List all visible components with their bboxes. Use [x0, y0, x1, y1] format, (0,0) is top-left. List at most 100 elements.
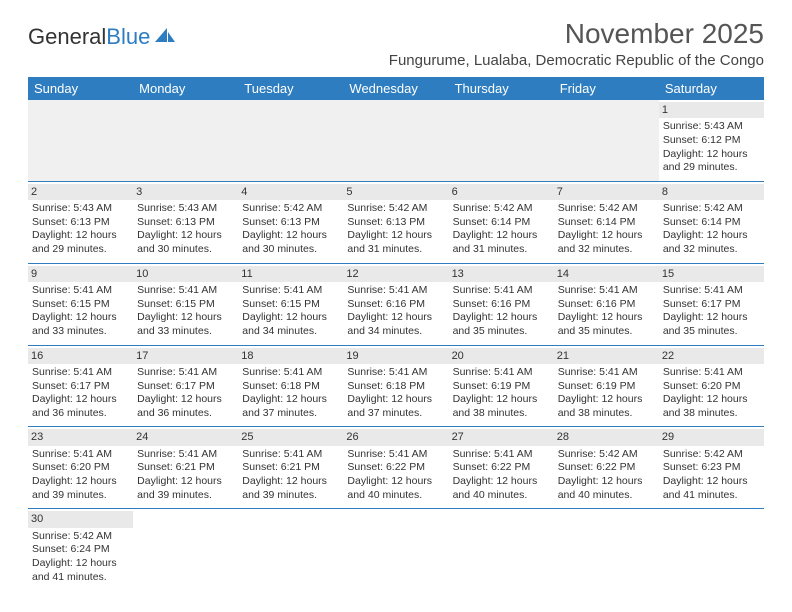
day-detail: Sunset: 6:24 PM	[32, 543, 129, 557]
day-detail: Sunset: 6:13 PM	[137, 216, 234, 230]
day-detail: Sunset: 6:15 PM	[242, 298, 339, 312]
day-detail: Sunset: 6:13 PM	[347, 216, 444, 230]
calendar-cell: 21Sunrise: 5:41 AMSunset: 6:19 PMDayligh…	[554, 345, 659, 427]
day-detail: and 40 minutes.	[558, 489, 655, 503]
day-detail: Sunset: 6:12 PM	[663, 134, 760, 148]
calendar-row: 16Sunrise: 5:41 AMSunset: 6:17 PMDayligh…	[28, 345, 764, 427]
day-number: 18	[238, 348, 343, 364]
day-detail: and 38 minutes.	[663, 407, 760, 421]
calendar-cell: 16Sunrise: 5:41 AMSunset: 6:17 PMDayligh…	[28, 345, 133, 427]
day-detail: Daylight: 12 hours	[663, 311, 760, 325]
day-number: 26	[343, 429, 448, 445]
day-detail: Daylight: 12 hours	[32, 229, 129, 243]
calendar-cell: 22Sunrise: 5:41 AMSunset: 6:20 PMDayligh…	[659, 345, 764, 427]
day-detail: Daylight: 12 hours	[137, 229, 234, 243]
day-detail: Daylight: 12 hours	[558, 475, 655, 489]
day-detail: Sunrise: 5:41 AM	[453, 284, 550, 298]
day-detail: Daylight: 12 hours	[453, 393, 550, 407]
day-detail: Sunset: 6:16 PM	[347, 298, 444, 312]
day-detail: Sunset: 6:20 PM	[663, 380, 760, 394]
day-detail: and 32 minutes.	[663, 243, 760, 257]
day-detail: Daylight: 12 hours	[32, 557, 129, 571]
calendar-cell: 6Sunrise: 5:42 AMSunset: 6:14 PMDaylight…	[449, 181, 554, 263]
day-detail: Sunrise: 5:41 AM	[558, 366, 655, 380]
calendar-cell: 11Sunrise: 5:41 AMSunset: 6:15 PMDayligh…	[238, 263, 343, 345]
calendar-row: 9Sunrise: 5:41 AMSunset: 6:15 PMDaylight…	[28, 263, 764, 345]
day-number: 3	[133, 184, 238, 200]
day-number: 14	[554, 266, 659, 282]
day-detail: Sunrise: 5:43 AM	[137, 202, 234, 216]
day-detail: Daylight: 12 hours	[663, 393, 760, 407]
day-header-row: Sunday Monday Tuesday Wednesday Thursday…	[28, 77, 764, 100]
calendar-cell	[659, 509, 764, 590]
day-detail: Sunrise: 5:41 AM	[242, 284, 339, 298]
day-detail: and 29 minutes.	[32, 243, 129, 257]
day-detail: and 36 minutes.	[137, 407, 234, 421]
calendar-cell: 9Sunrise: 5:41 AMSunset: 6:15 PMDaylight…	[28, 263, 133, 345]
calendar-cell	[449, 509, 554, 590]
calendar-cell: 27Sunrise: 5:41 AMSunset: 6:22 PMDayligh…	[449, 427, 554, 509]
day-detail: Daylight: 12 hours	[663, 475, 760, 489]
day-number: 5	[343, 184, 448, 200]
day-detail: Sunrise: 5:42 AM	[347, 202, 444, 216]
day-detail: Daylight: 12 hours	[663, 148, 760, 162]
day-detail: Sunset: 6:17 PM	[32, 380, 129, 394]
month-title: November 2025	[389, 18, 764, 50]
calendar-row: 30Sunrise: 5:42 AMSunset: 6:24 PMDayligh…	[28, 509, 764, 590]
day-detail: Daylight: 12 hours	[242, 311, 339, 325]
day-number: 8	[659, 184, 764, 200]
calendar-cell: 14Sunrise: 5:41 AMSunset: 6:16 PMDayligh…	[554, 263, 659, 345]
calendar-cell: 7Sunrise: 5:42 AMSunset: 6:14 PMDaylight…	[554, 181, 659, 263]
calendar-cell	[133, 100, 238, 181]
calendar-cell: 20Sunrise: 5:41 AMSunset: 6:19 PMDayligh…	[449, 345, 554, 427]
calendar-cell: 8Sunrise: 5:42 AMSunset: 6:14 PMDaylight…	[659, 181, 764, 263]
day-detail: and 34 minutes.	[347, 325, 444, 339]
day-detail: Daylight: 12 hours	[347, 229, 444, 243]
day-detail: and 31 minutes.	[453, 243, 550, 257]
title-block: November 2025 Fungurume, Lualaba, Democr…	[389, 18, 764, 69]
day-number: 10	[133, 266, 238, 282]
calendar-cell	[343, 509, 448, 590]
day-detail: Daylight: 12 hours	[137, 393, 234, 407]
day-detail: Daylight: 12 hours	[558, 311, 655, 325]
day-detail: and 39 minutes.	[137, 489, 234, 503]
day-number: 6	[449, 184, 554, 200]
calendar-cell: 28Sunrise: 5:42 AMSunset: 6:22 PMDayligh…	[554, 427, 659, 509]
day-detail: Daylight: 12 hours	[32, 475, 129, 489]
day-detail: Sunset: 6:21 PM	[137, 461, 234, 475]
day-detail: Sunset: 6:19 PM	[558, 380, 655, 394]
day-number: 13	[449, 266, 554, 282]
day-detail: Sunrise: 5:41 AM	[347, 448, 444, 462]
day-detail: Sunset: 6:15 PM	[32, 298, 129, 312]
day-detail: and 31 minutes.	[347, 243, 444, 257]
day-detail: Sunset: 6:19 PM	[453, 380, 550, 394]
day-number: 20	[449, 348, 554, 364]
day-header: Monday	[133, 77, 238, 100]
calendar-cell	[238, 509, 343, 590]
day-detail: Sunrise: 5:41 AM	[347, 366, 444, 380]
day-number: 19	[343, 348, 448, 364]
day-number: 30	[28, 511, 133, 527]
day-detail: Sunset: 6:23 PM	[663, 461, 760, 475]
day-detail: Daylight: 12 hours	[32, 311, 129, 325]
day-detail: and 38 minutes.	[558, 407, 655, 421]
day-number: 22	[659, 348, 764, 364]
day-detail: Sunrise: 5:41 AM	[137, 366, 234, 380]
day-detail: Sunrise: 5:42 AM	[663, 448, 760, 462]
day-detail: and 37 minutes.	[347, 407, 444, 421]
day-detail: and 38 minutes.	[453, 407, 550, 421]
calendar-cell: 30Sunrise: 5:42 AMSunset: 6:24 PMDayligh…	[28, 509, 133, 590]
calendar-row: 1Sunrise: 5:43 AMSunset: 6:12 PMDaylight…	[28, 100, 764, 181]
day-detail: Sunrise: 5:41 AM	[242, 448, 339, 462]
day-detail: Sunset: 6:15 PM	[137, 298, 234, 312]
calendar-cell: 5 Sunrise: 5:42 AMSunset: 6:13 PMDaylight…	[343, 181, 448, 263]
calendar-cell: 29Sunrise: 5:42 AMSunset: 6:23 PMDayligh…	[659, 427, 764, 509]
day-detail: Daylight: 12 hours	[558, 229, 655, 243]
day-detail: and 30 minutes.	[242, 243, 339, 257]
day-detail: Daylight: 12 hours	[137, 475, 234, 489]
day-detail: and 30 minutes.	[137, 243, 234, 257]
day-detail: Sunset: 6:13 PM	[242, 216, 339, 230]
day-number: 23	[28, 429, 133, 445]
logo: GeneralBlue	[28, 24, 177, 50]
calendar-row: 23Sunrise: 5:41 AMSunset: 6:20 PMDayligh…	[28, 427, 764, 509]
